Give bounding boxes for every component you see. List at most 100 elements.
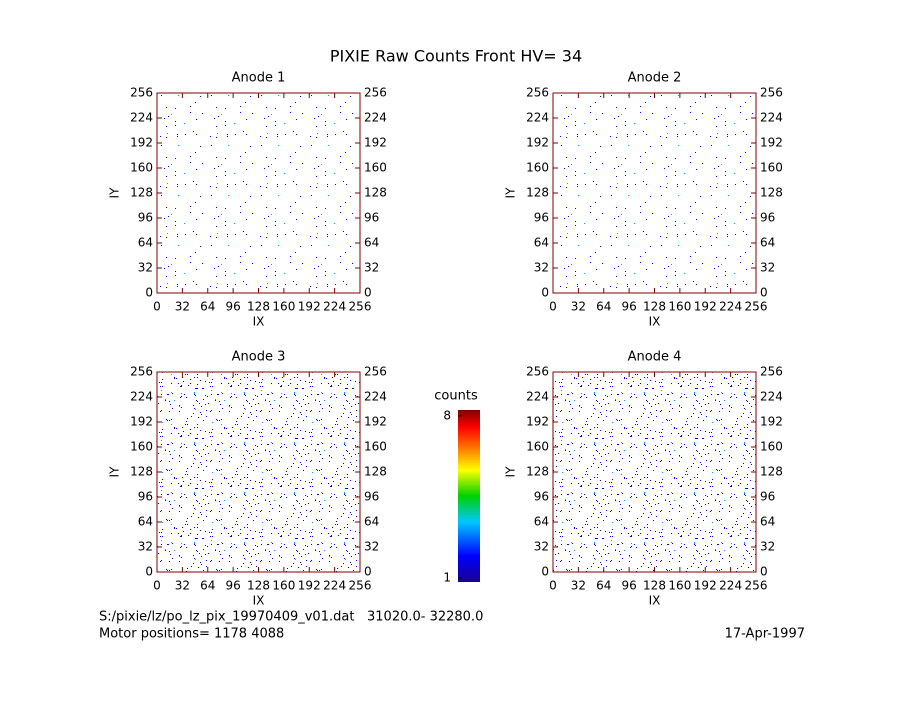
y-axis-label: IY [108,466,122,478]
y-tick-label: 256 [364,365,387,379]
y-tick-label: 32 [534,540,549,554]
y-tick-label: 256 [130,365,153,379]
y-tick-label: 32 [138,261,153,275]
y-tick-label: 32 [760,261,775,275]
x-tick-label: 192 [694,579,717,593]
y-tick-label: 160 [130,161,153,175]
y-tick-label: 160 [760,161,783,175]
colorbar-tick-label: 8 [443,409,451,423]
y-tick-label: 160 [130,440,153,454]
y-tick-label: 96 [760,211,775,225]
x-tick-label: 256 [349,300,372,314]
x-axis-label: IX [649,594,661,608]
y-tick-label: 256 [364,86,387,100]
y-tick-label: 32 [138,540,153,554]
x-tick-label: 32 [175,300,190,314]
x-tick-label: 64 [200,300,215,314]
y-tick-label: 192 [760,136,783,150]
x-tick-label: 128 [247,579,270,593]
y-tick-label: 192 [130,136,153,150]
time-range: 31020.0- 32280.0 [367,610,483,625]
x-tick-label: 160 [272,579,295,593]
y-tick-label: 64 [364,515,379,529]
y-tick-label: 64 [534,236,549,250]
x-tick-label: 64 [200,579,215,593]
x-tick-label: 128 [643,579,666,593]
y-tick-label: 192 [130,415,153,429]
x-axis-label: IX [253,315,265,329]
x-tick-label: 96 [225,579,240,593]
y-axis-label: IY [504,187,518,199]
x-tick-label: 96 [621,579,636,593]
y-tick-label: 96 [138,490,153,504]
heatmap-texture [553,372,756,572]
y-tick-label: 0 [364,286,372,300]
x-tick-label: 64 [596,300,611,314]
y-tick-label: 128 [364,465,387,479]
heatmap-texture [157,372,360,572]
y-tick-label: 32 [760,540,775,554]
y-tick-label: 64 [760,236,775,250]
y-tick-label: 128 [130,186,153,200]
y-tick-label: 0 [145,565,153,579]
y-tick-label: 224 [364,390,387,404]
y-tick-label: 128 [364,186,387,200]
colorbar-label: counts [434,389,478,404]
y-tick-label: 64 [760,515,775,529]
x-tick-label: 160 [272,300,295,314]
y-tick-label: 96 [534,490,549,504]
x-tick-label: 192 [298,579,321,593]
x-tick-label: 0 [549,300,557,314]
x-tick-label: 32 [571,300,586,314]
y-tick-label: 224 [130,111,153,125]
y-tick-label: 128 [760,465,783,479]
y-tick-label: 0 [760,286,768,300]
x-tick-label: 0 [153,300,161,314]
y-tick-label: 256 [130,86,153,100]
x-axis-label: IX [649,315,661,329]
x-axis-label: IX [253,594,265,608]
x-tick-label: 256 [745,300,768,314]
x-tick-label: 128 [643,300,666,314]
x-tick-label: 256 [349,579,372,593]
y-tick-label: 192 [364,136,387,150]
y-tick-label: 128 [526,186,549,200]
y-tick-label: 96 [364,490,379,504]
y-tick-label: 160 [526,161,549,175]
x-tick-label: 224 [719,300,742,314]
x-tick-label: 224 [719,579,742,593]
y-tick-label: 256 [760,86,783,100]
y-tick-label: 160 [364,161,387,175]
x-tick-label: 0 [549,579,557,593]
y-tick-label: 64 [364,236,379,250]
y-tick-label: 224 [130,390,153,404]
y-tick-label: 256 [526,86,549,100]
y-tick-label: 224 [364,111,387,125]
y-tick-label: 256 [760,365,783,379]
y-tick-label: 0 [145,286,153,300]
y-tick-label: 160 [364,440,387,454]
y-tick-label: 64 [138,236,153,250]
page-title: PIXIE Raw Counts Front HV= 34 [330,47,582,66]
y-tick-label: 96 [364,211,379,225]
y-tick-label: 192 [364,415,387,429]
x-tick-label: 96 [225,300,240,314]
y-tick-label: 192 [760,415,783,429]
x-tick-label: 128 [247,300,270,314]
x-tick-label: 192 [694,300,717,314]
y-axis-label: IY [108,187,122,199]
x-tick-label: 192 [298,300,321,314]
y-tick-label: 32 [364,540,379,554]
y-tick-label: 64 [138,515,153,529]
y-tick-label: 128 [130,465,153,479]
y-tick-label: 96 [138,211,153,225]
x-tick-label: 32 [175,579,190,593]
y-tick-label: 0 [541,286,549,300]
panel-title: Anode 1 [232,71,286,86]
y-tick-label: 32 [364,261,379,275]
y-axis-label: IY [504,466,518,478]
y-tick-label: 192 [526,415,549,429]
y-tick-label: 64 [534,515,549,529]
y-tick-label: 128 [526,465,549,479]
